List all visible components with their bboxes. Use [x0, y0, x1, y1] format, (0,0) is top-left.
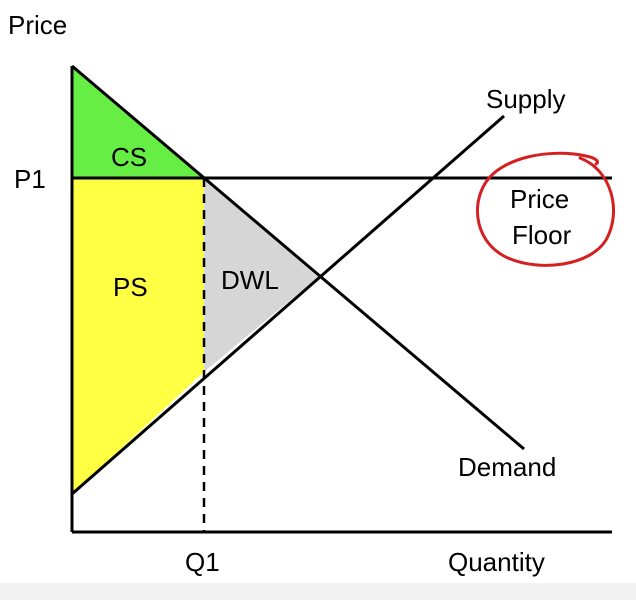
price-floor-label-line1: Price — [510, 184, 569, 214]
supply-label: Supply — [486, 84, 566, 114]
x-axis-label: Quantity — [448, 547, 545, 577]
q1-label: Q1 — [185, 547, 220, 577]
price-floor-label-line2: Floor — [512, 220, 572, 250]
producer-surplus-region — [72, 178, 204, 494]
deadweight-loss-region — [204, 178, 318, 372]
supply-curve — [71, 114, 505, 496]
demand-label: Demand — [458, 452, 556, 482]
bottom-strip — [0, 583, 636, 600]
annotation-circle — [475, 151, 615, 267]
ps-label: PS — [113, 272, 148, 302]
dwl-label: DWL — [221, 265, 279, 295]
cs-label: CS — [111, 142, 147, 172]
y-axis-label: Price — [8, 10, 67, 40]
demand-curve — [71, 64, 525, 451]
p1-label: P1 — [14, 164, 46, 194]
